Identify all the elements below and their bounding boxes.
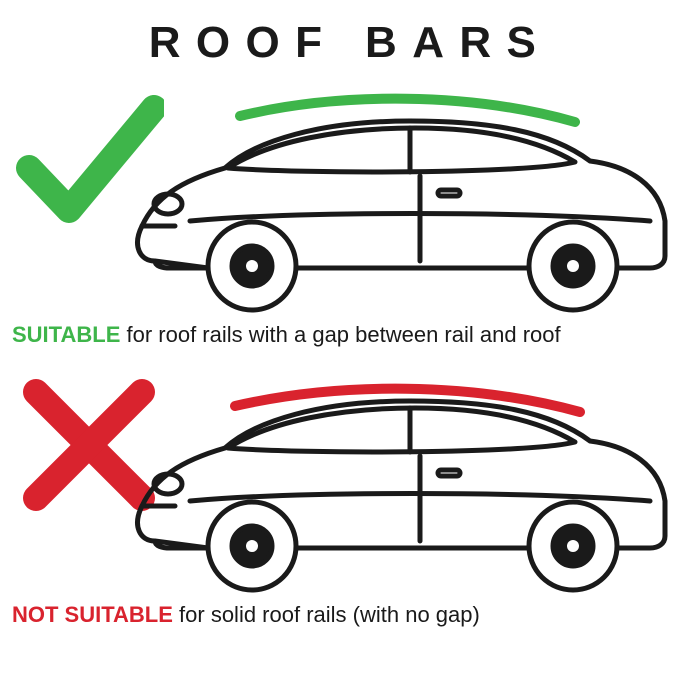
- caption-not-suitable: NOT SUITABLE for solid roof rails (with …: [12, 602, 480, 628]
- caption-suitable: SUITABLE for roof rails with a gap betwe…: [12, 322, 561, 348]
- panel-not-suitable: NOT SUITABLE for solid roof rails (with …: [0, 356, 700, 636]
- car-suitable: [120, 86, 680, 316]
- roof-rail-suitable: [240, 99, 575, 122]
- car-not-suitable: [120, 366, 680, 596]
- caption-rest: for roof rails with a gap between rail a…: [120, 322, 560, 347]
- panel-suitable: SUITABLE for roof rails with a gap betwe…: [0, 76, 700, 356]
- caption-accent: NOT SUITABLE: [12, 602, 173, 627]
- page-title: ROOF BARS: [0, 0, 700, 76]
- caption-rest: for solid roof rails (with no gap): [173, 602, 480, 627]
- caption-accent: SUITABLE: [12, 322, 120, 347]
